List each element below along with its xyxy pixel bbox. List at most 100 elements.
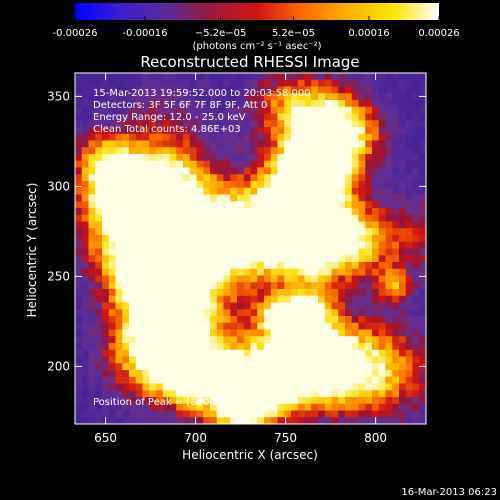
heatmap-cell — [81, 235, 89, 243]
heatmap-cell — [203, 336, 211, 344]
heatmap-cell — [345, 160, 353, 168]
heatmap-cell — [270, 268, 278, 276]
heatmap-cell — [142, 282, 150, 290]
heatmap-cell — [243, 349, 251, 357]
heatmap-cell — [135, 343, 143, 351]
heatmap-cell — [297, 376, 305, 384]
heatmap-cell — [156, 221, 164, 229]
heatmap-cell — [210, 174, 218, 182]
heatmap-cell — [162, 295, 170, 303]
heatmap-cell — [257, 376, 265, 384]
heatmap-cell — [81, 93, 89, 101]
heatmap-cell — [250, 370, 258, 378]
heatmap-cell — [88, 383, 96, 391]
heatmap-cell — [149, 262, 157, 270]
heatmap-cell — [372, 167, 380, 175]
heatmap-cell — [115, 187, 123, 195]
heatmap-cell — [88, 167, 96, 175]
heatmap-cell — [318, 106, 326, 114]
heatmap-cell — [324, 201, 332, 209]
heatmap-cell — [156, 349, 164, 357]
heatmap-cell — [237, 235, 245, 243]
heatmap-cell — [378, 120, 386, 128]
heatmap-cell — [324, 120, 332, 128]
heatmap-cell — [345, 316, 353, 324]
heatmap-cell — [324, 410, 332, 418]
heatmap-cell — [216, 187, 224, 195]
heatmap-cell — [385, 181, 393, 189]
heatmap-cell — [318, 194, 326, 202]
heatmap-cell — [108, 86, 116, 94]
heatmap-cell — [81, 194, 89, 202]
heatmap-cell — [210, 417, 218, 424]
heatmap-cell — [169, 363, 177, 371]
heatmap-cell — [264, 322, 272, 330]
heatmap-cell — [284, 295, 292, 303]
heatmap-cell — [88, 147, 96, 155]
heatmap-cell — [291, 160, 299, 168]
heatmap-cell — [270, 403, 278, 411]
heatmap-cell — [311, 349, 319, 357]
heatmap-cell — [324, 208, 332, 216]
heatmap-cell — [115, 383, 123, 391]
heatmap-cell — [250, 336, 258, 344]
heatmap-cell — [284, 228, 292, 236]
heatmap-cell — [385, 376, 393, 384]
heatmap-cell — [338, 336, 346, 344]
heatmap-cell — [311, 316, 319, 324]
heatmap-cell — [412, 383, 420, 391]
heatmap-cell — [372, 113, 380, 121]
heatmap-cell — [297, 100, 305, 108]
heatmap-cell — [297, 403, 305, 411]
heatmap-cell — [264, 275, 272, 283]
heatmap-cell — [365, 329, 373, 337]
heatmap-cell — [142, 120, 150, 128]
heatmap-cell — [223, 73, 231, 81]
heatmap-cell — [115, 336, 123, 344]
heatmap-cell — [216, 86, 224, 94]
heatmap-cell — [385, 410, 393, 418]
heatmap-cell — [196, 221, 204, 229]
heatmap-cell — [216, 376, 224, 384]
heatmap-cell — [351, 397, 359, 405]
heatmap-cell — [196, 208, 204, 216]
heatmap-cell — [183, 208, 191, 216]
heatmap-cell — [318, 208, 326, 216]
heatmap-cell — [405, 262, 413, 270]
heatmap-cell — [399, 194, 407, 202]
heatmap-cell — [149, 383, 157, 391]
heatmap-cell — [108, 160, 116, 168]
heatmap-cell — [345, 120, 353, 128]
heatmap-cell — [264, 201, 272, 209]
heatmap-cell — [392, 113, 400, 121]
heatmap-cell — [297, 268, 305, 276]
heatmap-cell — [277, 100, 285, 108]
heatmap-cell — [264, 363, 272, 371]
heatmap-cell — [318, 248, 326, 256]
heatmap-cell — [203, 208, 211, 216]
heatmap-cell — [237, 363, 245, 371]
heatmap-cell — [257, 79, 265, 87]
heatmap-cell — [419, 241, 426, 249]
heatmap-cell — [291, 275, 299, 283]
heatmap-cell — [331, 282, 339, 290]
heatmap-cell — [358, 194, 366, 202]
heatmap-cell — [324, 181, 332, 189]
heatmap-cell — [176, 390, 184, 398]
heatmap-cell — [216, 370, 224, 378]
heatmap-cell — [372, 140, 380, 148]
heatmap-cell — [392, 390, 400, 398]
heatmap-cell — [291, 73, 299, 81]
heatmap-cell — [108, 397, 116, 405]
heatmap-cell — [385, 329, 393, 337]
heatmap-cell — [176, 86, 184, 94]
heatmap-cell — [351, 93, 359, 101]
heatmap-cell — [122, 235, 130, 243]
heatmap-cell — [122, 268, 130, 276]
heatmap-cell — [351, 356, 359, 364]
heatmap-cell — [331, 201, 339, 209]
heatmap-cell — [142, 214, 150, 222]
heatmap-cell — [115, 235, 123, 243]
heatmap-cell — [412, 167, 420, 175]
heatmap-cell — [318, 167, 326, 175]
